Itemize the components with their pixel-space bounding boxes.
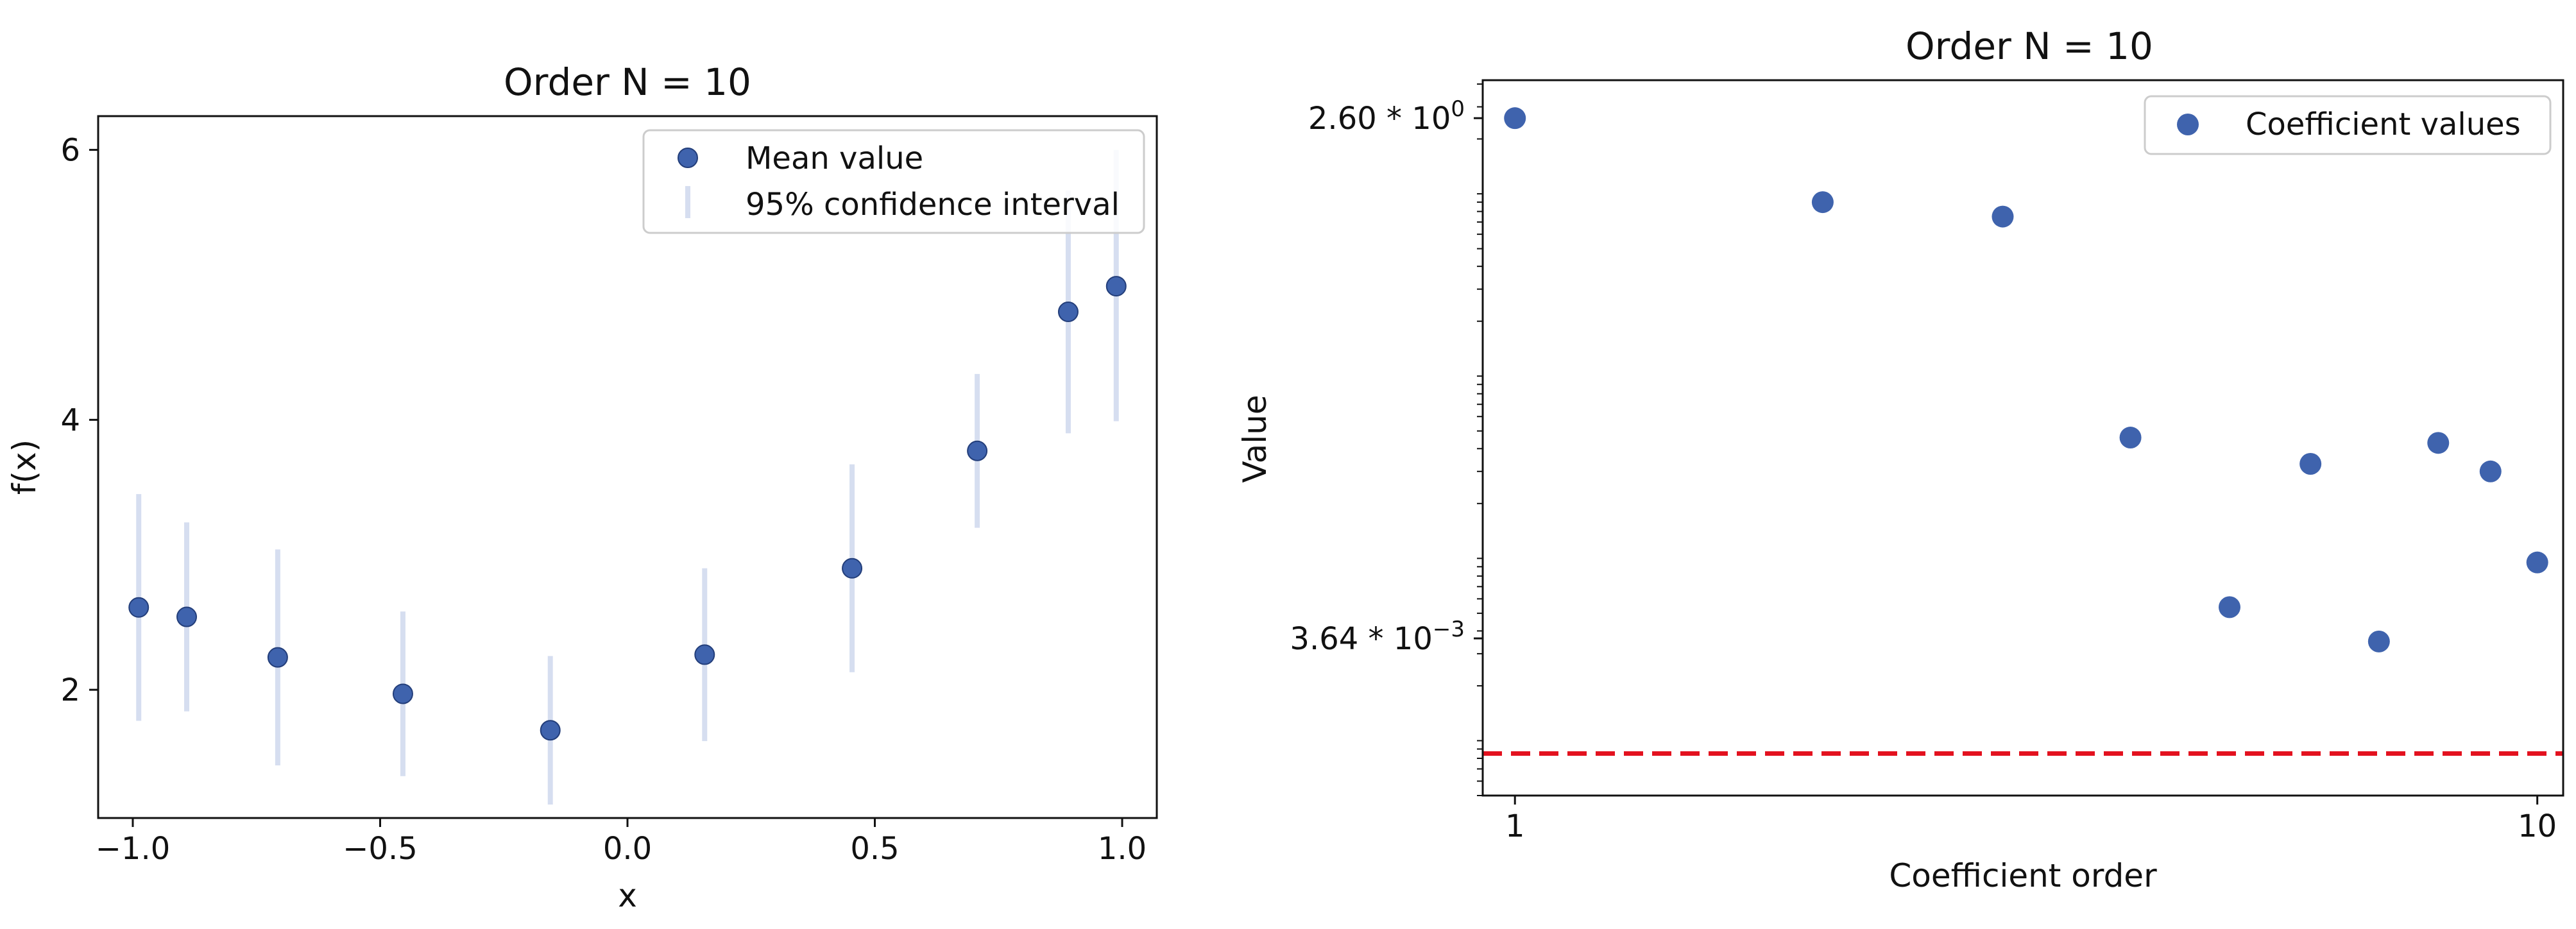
left-point-layer [128, 276, 1127, 741]
x-tick-label: 1.0 [1098, 831, 1147, 867]
y-tick-label: 4 [60, 402, 80, 438]
coefficient-point [1504, 107, 1526, 130]
mean-point [1057, 302, 1079, 323]
right-point-layer [1504, 107, 2548, 652]
y-tick-label: 2 [60, 672, 80, 708]
left-y-axis-label: f(x) [6, 439, 43, 495]
right-y-axis-label: Value [1236, 395, 1274, 482]
x-tick-label: 0.5 [850, 831, 899, 867]
coefficient-point [2427, 432, 2450, 454]
coefficient-point [2367, 630, 2390, 652]
mean-point [128, 597, 149, 618]
mean-point [842, 558, 863, 579]
legend-coefficient-label: Coefficient values [2246, 107, 2521, 142]
left-chart: Order N = 10 −1.0 −0.5 0.0 0.5 1.0 2 4 6 x f(x… [6, 60, 1158, 914]
y-tick-label: 3.64 * 10−3 [1290, 617, 1465, 657]
mean-point [540, 720, 561, 741]
left-y-axis: 2 4 6 [60, 133, 98, 708]
y-tick-label: 6 [60, 133, 80, 169]
coefficient-point [2218, 596, 2240, 618]
left-legend-box [642, 129, 1145, 234]
coefficient-point [1811, 191, 1834, 214]
mean-point [392, 683, 413, 704]
left-errorbar-layer [136, 149, 1119, 805]
x-tick-label: 0.0 [603, 831, 652, 867]
x-tick-label: −0.5 [343, 831, 418, 867]
legend-coefficient-marker [2177, 114, 2199, 135]
right-y-axis: 2.60 * 100 3.64 * 10−3 [1290, 96, 1483, 657]
coefficient-point [2299, 453, 2322, 475]
legend-mean-marker [678, 148, 698, 168]
mean-point [967, 440, 988, 461]
x-tick-label: −1.0 [96, 831, 171, 867]
right-x-axis-label: Coefficient order [1889, 857, 2157, 894]
x-tick-label: 1 [1505, 808, 1525, 844]
mean-point [1105, 276, 1127, 297]
mean-point [176, 606, 198, 627]
coefficient-point [2526, 551, 2548, 574]
y-tick-label: 2.60 * 100 [1308, 96, 1465, 137]
right-chart-title: Order N = 10 [1906, 24, 2153, 68]
left-x-axis: −1.0 −0.5 0.0 0.5 1.0 [96, 818, 1147, 867]
coefficient-point [2119, 427, 2142, 449]
mean-point [694, 644, 715, 665]
right-x-axis: 1 10 [1505, 796, 2557, 844]
x-tick-label: 10 [2518, 808, 2557, 844]
left-legend: Mean value 95% confidence interval [642, 129, 1145, 234]
coefficient-point [2479, 460, 2502, 482]
right-chart: Order N = 10 1 10 2.60 * 100 3.64 * 10−3 C… [1236, 24, 2564, 894]
left-chart-title: Order N = 10 [504, 60, 751, 104]
right-legend: Coefficient values [2144, 95, 2552, 155]
right-legend-box [2144, 95, 2552, 155]
coefficient-point [1992, 205, 2014, 228]
legend-mean-label: Mean value [746, 141, 923, 176]
left-x-axis-label: x [618, 877, 637, 914]
mean-point [267, 647, 288, 668]
right-plot-frame [1481, 79, 2564, 797]
legend-ci-label: 95% confidence interval [746, 187, 1120, 223]
